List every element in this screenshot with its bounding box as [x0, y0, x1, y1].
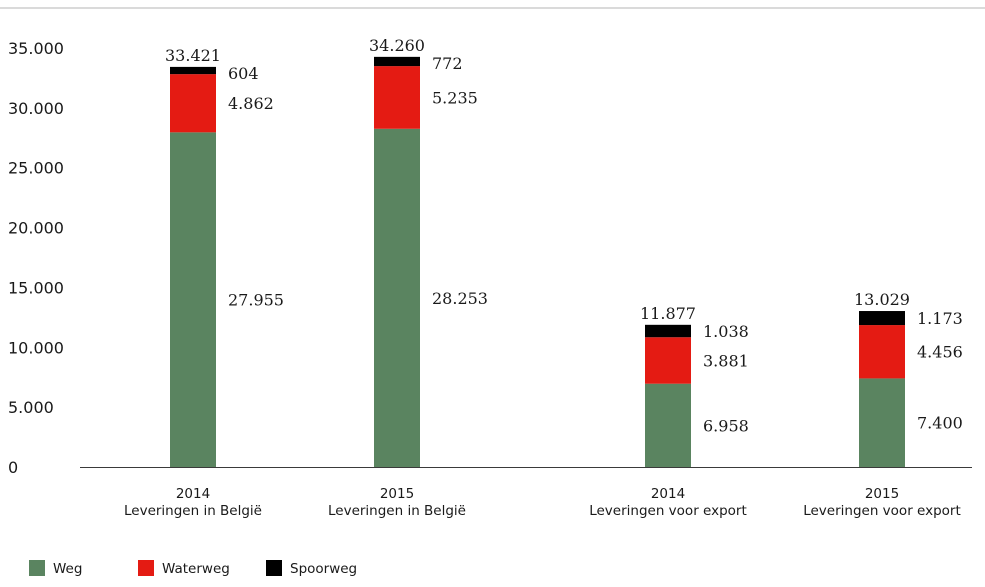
y-tick-label: 5.000 [8, 398, 54, 417]
category-name-label: Leveringen in België [124, 503, 262, 519]
y-tick-label: 30.000 [8, 99, 64, 118]
legend-label-spoorweg: Spoorweg [290, 561, 357, 577]
legend-label-waterweg: Waterweg [162, 561, 230, 577]
data-label-weg: 6.958 [703, 416, 749, 435]
data-label-waterweg: 4.862 [228, 94, 274, 113]
data-label-spoorweg: 1.038 [703, 322, 749, 341]
data-label-weg: 27.955 [228, 291, 284, 310]
legend-swatch-spoorweg [266, 560, 282, 576]
bar-segment-waterweg [859, 325, 905, 379]
data-label-spoorweg: 1.173 [917, 309, 963, 328]
y-tick-label: 20.000 [8, 219, 64, 238]
data-label-weg: 7.400 [917, 414, 963, 433]
total-label: 11.877 [640, 304, 696, 323]
bar-segment-spoorweg [645, 324, 691, 338]
y-tick-label: 15.000 [8, 278, 64, 297]
category-year-label: 2014 [176, 486, 210, 502]
total-label: 13.029 [854, 290, 910, 309]
category-name-label: Leveringen voor export [589, 503, 747, 519]
category-year-label: 2015 [865, 486, 899, 502]
legend-swatch-waterweg [138, 560, 154, 576]
y-tick-label: 25.000 [8, 159, 64, 178]
bar-segment-spoorweg [859, 311, 905, 326]
category-name-label: Leveringen voor export [803, 503, 961, 519]
data-label-spoorweg: 772 [432, 54, 463, 73]
total-label: 34.260 [369, 36, 425, 55]
legend-label-weg: Weg [53, 561, 82, 577]
data-label-waterweg: 3.881 [703, 351, 749, 370]
bar-segment-weg [859, 378, 905, 467]
total-label: 33.421 [165, 46, 221, 65]
y-tick-label: 10.000 [8, 338, 64, 357]
bar-segment-waterweg [170, 74, 216, 133]
bar-segment-waterweg [374, 66, 420, 129]
data-label-waterweg: 4.456 [917, 343, 963, 362]
y-tick-label: 0 [8, 458, 18, 477]
bar-segment-weg [645, 383, 691, 467]
y-tick-label: 35.000 [8, 39, 64, 58]
category-year-label: 2015 [380, 486, 414, 502]
category-year-label: 2014 [651, 486, 685, 502]
category-name-label: Leveringen in België [328, 503, 466, 519]
bar-segment-spoorweg [170, 66, 216, 75]
data-label-spoorweg: 604 [228, 64, 259, 83]
bar-segment-spoorweg [374, 56, 420, 67]
bar-segment-weg [170, 132, 216, 467]
legend-swatch-weg [29, 560, 45, 576]
data-label-waterweg: 5.235 [432, 88, 478, 107]
bar-segment-weg [374, 128, 420, 467]
data-label-weg: 28.253 [432, 289, 488, 308]
bar-segment-waterweg [645, 337, 691, 384]
